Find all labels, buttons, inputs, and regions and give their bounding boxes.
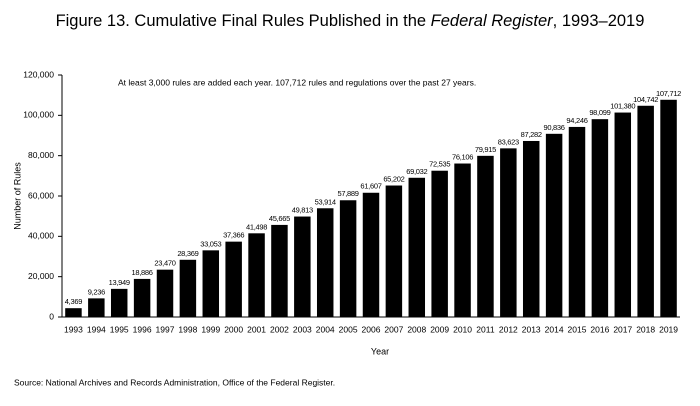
value-label: 9,236 [88,287,105,296]
value-label: 4,369 [65,297,82,306]
bar [271,224,288,317]
bar [454,163,471,317]
x-tick-label: 1998 [178,324,197,334]
bar [385,185,403,317]
value-label: 53,914 [315,197,336,206]
x-tick-label: 2002 [270,324,289,334]
x-tick-label: 2006 [362,324,381,334]
x-tick-label: 2012 [499,324,518,334]
value-label: 69,032 [406,167,427,176]
bar [248,233,265,317]
value-label: 98,099 [589,108,610,117]
y-tick-label: 100,000 [23,110,54,120]
title-part: , 1993–2019 [553,12,645,30]
value-label: 57,889 [338,189,359,198]
bar [316,208,334,317]
x-tick-label: 1993 [64,324,83,334]
bar [545,133,563,317]
x-tick-label: 2009 [430,324,449,334]
y-tick-label: 20,000 [28,271,54,281]
x-tick-label: 2019 [659,324,678,334]
value-label: 76,106 [452,153,473,162]
x-tick-label: 2015 [568,324,587,334]
x-tick-label: 2013 [522,324,541,334]
value-label: 104,742 [633,95,658,104]
x-tick-label: 2007 [384,324,403,334]
value-label: 65,202 [383,174,404,183]
bar [591,119,609,317]
x-tick-label: 2005 [339,324,358,334]
x-tick-label: 2014 [545,324,564,334]
value-label: 83,623 [498,137,519,146]
bar [477,155,494,317]
value-label: 37,366 [223,231,244,240]
x-tick-label: 2011 [476,324,495,334]
bar [362,192,380,317]
bar [568,126,586,318]
bar [408,177,426,317]
title-part: Federal Register [431,12,554,30]
bar [660,99,677,318]
x-axis-title: Year [371,346,389,356]
x-tick-label: 2016 [590,324,609,334]
value-label: 61,607 [360,182,381,191]
x-tick-label: 1995 [110,324,129,334]
x-tick-label: 1999 [201,324,220,334]
source-note: Source: National Archives and Records Ad… [14,377,335,387]
value-label: 33,053 [200,239,221,248]
bar [202,250,220,317]
bar [225,241,242,317]
x-tick-label: 1996 [133,324,152,334]
bar [500,148,517,317]
x-tick-label: 2010 [453,324,472,334]
bar [88,298,105,317]
value-label: 72,535 [429,160,450,169]
value-label: 107,712 [656,89,681,98]
y-tick-label: 40,000 [28,231,54,241]
bar [65,308,82,317]
x-tick-label: 2004 [316,324,335,334]
bar [339,200,357,317]
chart-title: Figure 13. Cumulative Final Rules Publis… [56,12,645,30]
value-label: 41,498 [246,222,267,231]
value-label: 13,949 [109,278,130,287]
value-label: 90,836 [544,123,565,132]
value-label: 45,665 [269,214,290,223]
bar [522,140,540,317]
value-label: 49,813 [292,206,313,215]
x-tick-label: 2018 [636,324,655,334]
bar [156,269,174,317]
x-tick-label: 2008 [407,324,426,334]
x-tick-label: 2001 [247,324,266,334]
x-tick-label: 2017 [613,324,632,334]
bar [110,288,128,317]
y-tick-label: 60,000 [28,190,54,200]
title-part: Figure 13. Cumulative Final Rules Publis… [56,12,431,30]
x-tick-label: 1997 [156,324,175,334]
y-tick-label: 0 [49,311,54,321]
bar [179,259,197,317]
value-label: 79,915 [475,145,496,154]
y-axis-title: Number of Rules [12,162,22,230]
bar [133,278,151,317]
value-label: 28,369 [177,249,198,258]
value-label: 94,246 [566,116,587,125]
bar [294,216,311,317]
value-label: 87,282 [521,130,542,139]
y-tick-label: 120,000 [23,69,54,79]
x-tick-label: 2000 [224,324,243,334]
annotation: At least 3,000 rules are added each year… [118,77,476,87]
x-tick-label: 2003 [293,324,312,334]
bar [614,112,632,318]
value-label: 23,470 [154,259,175,268]
value-label: 101,380 [610,102,635,111]
y-tick-label: 80,000 [28,150,54,160]
x-tick-label: 1994 [87,324,106,334]
value-label: 18,886 [132,268,153,277]
bar [431,170,448,317]
bar [637,105,654,318]
